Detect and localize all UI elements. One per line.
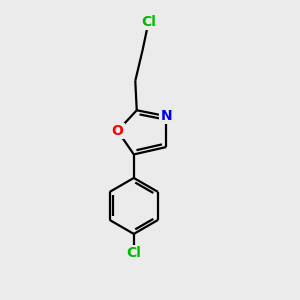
Text: O: O: [112, 124, 124, 138]
Text: Cl: Cl: [141, 15, 156, 29]
Text: Cl: Cl: [126, 246, 141, 260]
Text: N: N: [160, 109, 172, 123]
